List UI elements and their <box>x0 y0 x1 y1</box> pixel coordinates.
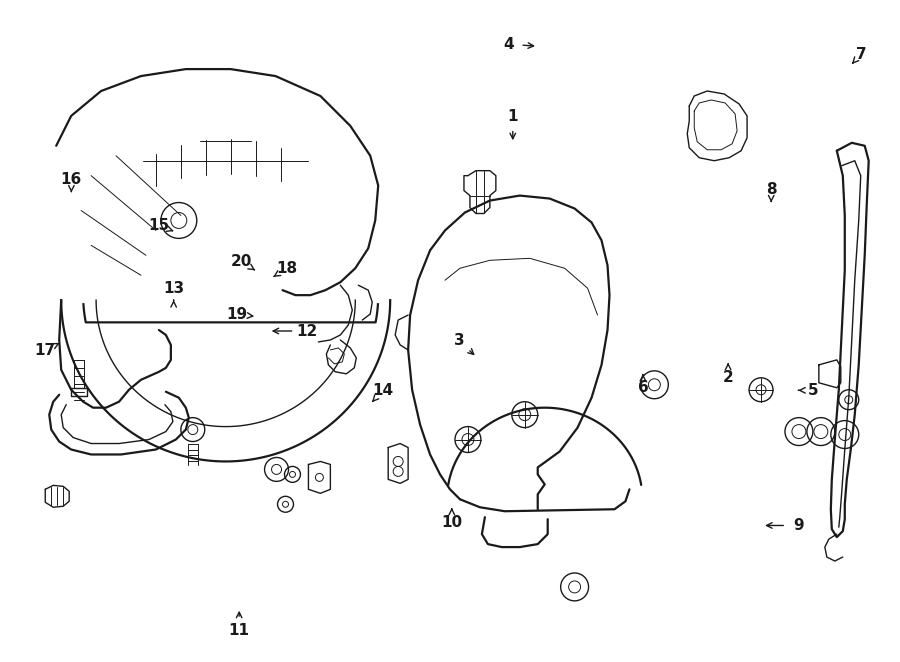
Text: 1: 1 <box>508 109 518 124</box>
Text: 12: 12 <box>296 324 317 338</box>
Text: 13: 13 <box>163 281 184 296</box>
Text: 3: 3 <box>454 334 464 348</box>
Text: 8: 8 <box>766 182 777 197</box>
Text: 2: 2 <box>723 369 734 385</box>
Text: 20: 20 <box>231 254 253 269</box>
Text: 7: 7 <box>856 46 866 62</box>
Text: 15: 15 <box>148 218 169 233</box>
Text: 19: 19 <box>226 307 247 322</box>
Text: 9: 9 <box>793 518 804 533</box>
Text: 5: 5 <box>808 383 819 398</box>
Text: 4: 4 <box>503 36 514 52</box>
Text: 18: 18 <box>276 261 297 276</box>
Text: 14: 14 <box>372 383 393 398</box>
Text: 11: 11 <box>229 624 249 638</box>
Text: 10: 10 <box>441 514 463 530</box>
Text: 6: 6 <box>637 379 648 395</box>
Text: 17: 17 <box>34 344 55 358</box>
Text: 16: 16 <box>60 172 82 187</box>
